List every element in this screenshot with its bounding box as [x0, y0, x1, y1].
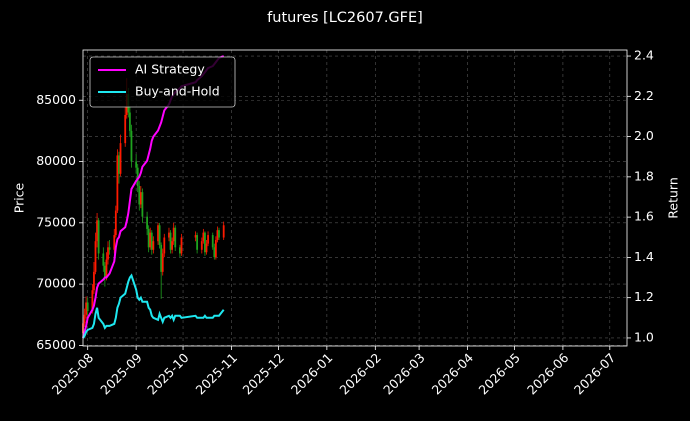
candle-body — [85, 302, 88, 315]
y-tick-label: 75000 — [36, 214, 76, 229]
candle-body — [147, 228, 150, 248]
candle-body — [113, 235, 116, 250]
series-line — [82, 273, 225, 339]
candle-body — [141, 192, 144, 217]
candle-body — [200, 241, 203, 250]
y2-tick-label: 2.4 — [634, 48, 654, 63]
candle-body — [152, 241, 155, 250]
candle-body — [196, 235, 199, 250]
plot-frame — [82, 49, 628, 347]
y-tick-label: 85000 — [36, 92, 76, 107]
candle-body — [97, 220, 100, 254]
candle-body — [174, 227, 177, 248]
candle-body — [168, 232, 170, 238]
y2-tick-label: 2.0 — [634, 128, 654, 143]
legend-label: AI Strategy — [135, 62, 205, 77]
legend-label: Buy-and-Hold — [135, 84, 220, 99]
candle-body — [216, 230, 219, 240]
y2-tick-label: 1.6 — [634, 209, 654, 224]
candle-body — [124, 114, 127, 144]
candle-body — [108, 247, 111, 250]
y2-tick-label: 1.0 — [634, 329, 654, 344]
candle-body — [105, 259, 108, 278]
candle-body — [150, 232, 153, 250]
candle-body — [179, 247, 181, 254]
candle-body — [116, 155, 119, 211]
candle-body — [136, 167, 139, 187]
y2-tick-label: 1.2 — [634, 289, 654, 304]
candle-body — [94, 241, 97, 272]
candle-body — [128, 112, 131, 131]
candle-body — [194, 235, 197, 238]
candle-body — [119, 143, 122, 174]
candle-body — [204, 232, 206, 253]
candle-body — [213, 247, 216, 258]
y-tick-label: 65000 — [36, 337, 76, 352]
y2-axis-label: Return — [666, 177, 681, 218]
candle-body — [158, 225, 161, 245]
candle-body — [157, 225, 159, 242]
y2-tick-label: 2.2 — [634, 88, 654, 103]
candle-body — [135, 161, 138, 168]
candle-body — [102, 253, 105, 266]
candle-body — [138, 186, 141, 205]
candle-body — [171, 241, 174, 250]
candle-body — [214, 239, 217, 258]
candle-body — [211, 235, 214, 248]
candle-body — [146, 216, 148, 229]
candle-body — [96, 220, 98, 242]
candle-body — [205, 243, 208, 253]
candle-body — [130, 130, 133, 162]
y2-tick-label: 1.8 — [634, 168, 654, 183]
candle-body — [91, 290, 94, 312]
candle-body — [222, 225, 225, 238]
candle-body — [218, 230, 220, 238]
legend-box — [89, 56, 236, 108]
candle-body — [161, 253, 164, 272]
candle-body — [139, 192, 142, 205]
candle-body — [93, 271, 95, 291]
y2-tick-label: 1.4 — [634, 249, 654, 264]
candle-body — [207, 235, 209, 244]
y-tick-label: 70000 — [36, 276, 76, 291]
y-axis-label: Price — [12, 182, 27, 213]
candle-body — [86, 302, 89, 312]
candle-body — [172, 227, 175, 242]
candle-body — [160, 244, 163, 272]
candle-body — [163, 237, 166, 254]
candle-body — [118, 155, 120, 174]
y-tick-label: 80000 — [36, 153, 76, 168]
candle-body — [107, 247, 109, 260]
candle-body — [180, 237, 183, 254]
candle-body — [202, 232, 205, 242]
candle-body — [169, 232, 172, 250]
candle-body — [103, 265, 106, 278]
candle-body — [83, 314, 86, 324]
candle-body — [114, 210, 117, 236]
chart-title: futures [LC2607.GFE] — [267, 10, 423, 26]
candle-body — [149, 232, 152, 248]
